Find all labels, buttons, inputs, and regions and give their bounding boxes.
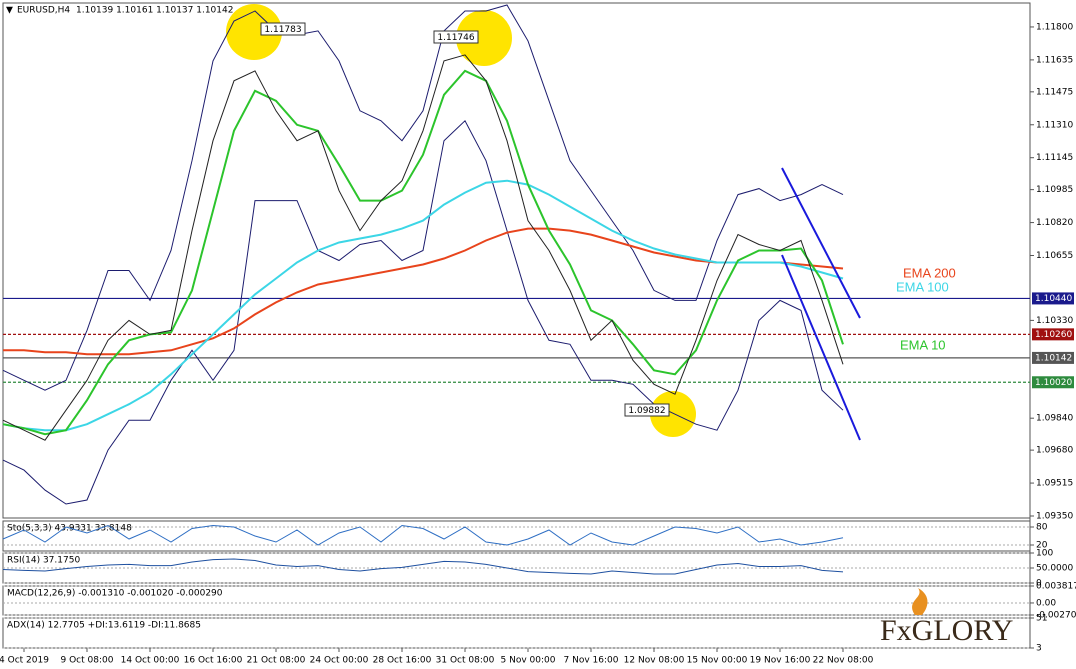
series-line [2,558,844,575]
x-tick-label: 28 Oct 16:00 [373,656,432,666]
symbol: EURUSD,H4 [17,6,70,16]
series-line [2,119,844,505]
y-tick-label: 0.003817 [1036,582,1076,592]
annotations: 1.11783 1.11746 1.09882 [260,22,670,417]
y-tick-label: 1.11310 [1036,120,1073,130]
annotation: 1.11746 [437,33,474,43]
trend-channel [781,167,861,441]
series-line [2,524,844,546]
x-tick-label: 24 Oct 00:00 [310,656,369,666]
y-tick-label: 1.10985 [1036,185,1073,195]
x-tick-label: 15 Nov 00:00 [687,656,748,666]
trend-line [781,254,861,441]
level-label-bg [1032,351,1074,364]
y-tick-label: 1.10820 [1036,218,1073,228]
symbol-marker: ▼ [6,6,13,16]
x-tick-label: 7 Nov 16:00 [564,656,619,666]
y-tick-label: 100 [1036,549,1053,559]
level-label: 1.10020 [1035,378,1072,388]
level-label: 1.10260 [1035,330,1072,340]
y-tick-label: 20 [1036,541,1048,551]
x-tick-label: 19 Nov 16:00 [750,656,811,666]
annotation-box [260,22,306,36]
x-tick-label: 22 Nov 08:00 [813,656,874,666]
y-tick-label: 1.09680 [1036,446,1073,456]
y-tick-label: 3 [1036,644,1042,654]
x-tick-label: 21 Oct 08:00 [247,656,306,666]
ema-label: EMA 200 [903,265,956,280]
y-tick-label: 51 [1036,614,1047,624]
x-tick-label: 5 Nov 00:00 [501,656,556,666]
ohlc: 1.10139 1.10161 1.10137 1.10142 [76,6,233,16]
x-tick-label: 12 Nov 08:00 [624,656,685,666]
level-label: 1.10440 [1035,294,1072,304]
y-tick-label: 1.09840 [1036,414,1073,424]
series-line [2,4,844,391]
logo-flame [912,588,928,615]
annotation: 1.11783 [264,25,301,35]
level-label-bg [1032,328,1074,341]
panel-title: RSI(14) 37.1750 [7,556,80,566]
y-tick-label: 1.10330 [1036,316,1073,326]
x-tick-label: 16 Oct 16:00 [184,656,243,666]
level-label-bg [1032,376,1074,389]
x-tick-label: 9 Oct 08:00 [61,656,114,666]
y-tick-label: 1.09350 [1036,512,1073,522]
annotation: 1.09882 [628,406,665,416]
highlight-circle [650,391,696,437]
series-line [2,54,844,441]
ema-label: EMA 100 [896,279,949,294]
highlights [226,4,696,437]
series-line [2,179,844,432]
level-label: 1.10142 [1035,353,1072,363]
y-tick-label: 1.10655 [1036,251,1073,261]
ema-label: EMA 10 [900,337,946,352]
y-tick-label: 50.0000 [1036,564,1073,574]
y-tick-label: 1.09515 [1036,479,1073,489]
y-tick-label: 0 [1036,579,1042,589]
x-tick-label: 31 Oct 08:00 [436,656,495,666]
highlight-circle [456,10,512,66]
y-tick-label: 80 [1036,523,1048,533]
y-tick-label: 0.00 [1036,598,1056,608]
y-tick-label: 1.11800 [1036,22,1073,32]
logo: FxGLORY [880,588,1013,647]
y-tick-label: 1.11635 [1036,55,1073,65]
x-tick-label: 4 Oct 2019 [0,656,49,666]
level-label-bg [1032,292,1074,305]
trend-line [781,167,861,319]
panel-title: MACD(12,26,9) -0.001310 -0.001020 -0.000… [7,589,223,599]
panel-title: ADX(14) 12.7705 +DI:13.6119 -DI:11.8685 [7,621,201,631]
y-tick-label: 1.11145 [1036,153,1073,163]
annotation-box [433,30,479,44]
series-line [3,227,844,356]
annotation-box [624,403,670,417]
y-tick-label: -0.002708 [1036,611,1076,621]
x-tick-label: 14 Oct 00:00 [121,656,180,666]
series-line [2,69,844,436]
y-tick-label: 1.11475 [1036,87,1073,97]
logo-text: FxGLORY [880,614,1013,647]
